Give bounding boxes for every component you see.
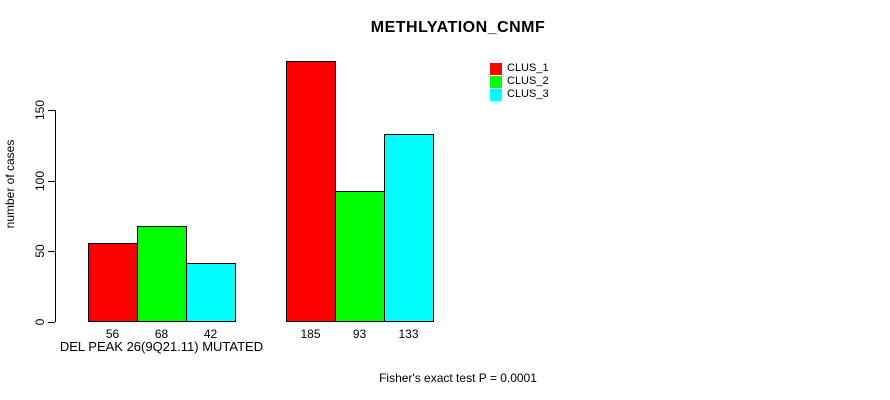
legend-row: CLUS_3 [490,88,549,101]
y-tick-label: 50 [33,244,47,258]
bar-clus_1-group2 [286,61,336,322]
bar-value-label: 56 [105,327,120,341]
group-label: DEL PEAK 26(9Q21.11) MUTATED [59,339,264,354]
bar-clus_3-group2 [384,134,434,322]
y-axis-label: number of cases [3,139,17,229]
legend-label: CLUS_2 [507,75,549,87]
bar-value-label: 133 [398,327,419,341]
bar-clus_1-group1 [88,243,138,322]
y-tick [48,110,55,111]
bar-value-label: 68 [154,327,169,341]
y-tick-label: 100 [33,170,47,192]
bar-value-label: 42 [203,327,218,341]
bar-value-label: 185 [300,327,321,341]
y-tick [48,181,55,182]
legend-label: CLUS_3 [507,88,549,100]
legend-label: CLUS_1 [507,62,549,74]
legend-swatch-clus_1 [490,62,502,75]
legend-row: CLUS_2 [490,75,549,88]
legend-swatch-clus_3 [490,88,502,101]
bar-clus_2-group1 [137,226,187,322]
chart-title: METHLYATION_CNMF [370,19,546,36]
y-tick [48,251,55,252]
y-tick-label: 0 [33,318,47,326]
legend-swatch-clus_2 [490,75,502,88]
y-tick [48,322,55,323]
bar-clus_3-group1 [186,263,236,322]
y-tick-label: 150 [33,99,47,121]
bar-clus_2-group2 [335,191,385,322]
bar-value-label: 93 [352,327,367,341]
footnote: Fisher's exact test P = 0.0001 [379,371,537,385]
legend: CLUS_1 CLUS_2 CLUS_3 [490,62,549,101]
legend-row: CLUS_1 [490,62,549,75]
y-axis-line [55,110,56,322]
